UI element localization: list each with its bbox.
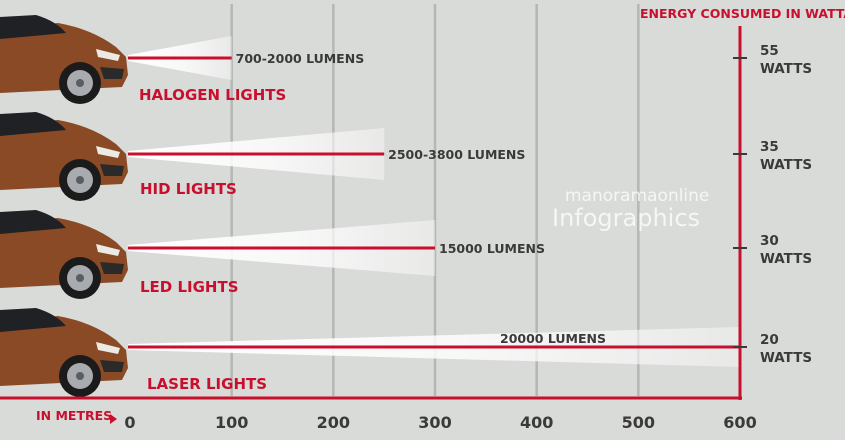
watermark-line1: manoramaonline (565, 186, 709, 206)
x-tick-label-100: 100 (215, 413, 248, 432)
car-window (0, 308, 66, 332)
text-labels: 0 100 200 300 400 500 600 700-2000 LUMENS HALOGE… (124, 43, 812, 432)
wattage-unit-2: WATTS (760, 157, 812, 173)
x-tick-label-200: 200 (317, 413, 350, 432)
lumens-label-3: 15000 LUMENS (439, 241, 545, 256)
watermark-line2: Infographics (552, 204, 700, 232)
car-grille (100, 164, 124, 176)
car-2 (0, 112, 128, 201)
car-3 (0, 210, 128, 299)
wattage-unit-1: WATTS (760, 61, 812, 77)
watermark: manoramaonline Infographics (552, 186, 709, 232)
car-grille (100, 262, 124, 274)
car-window (0, 112, 66, 136)
cars (0, 15, 128, 397)
range-bars (0, 26, 747, 400)
car-grille (100, 67, 124, 79)
car-headlight (96, 146, 120, 158)
x-tick-label-0: 0 (124, 413, 135, 432)
wattage-unit-4: WATTS (760, 350, 812, 366)
right-axis-title: ENERGY CONSUMED IN WATTAGE (640, 6, 845, 21)
category-label-2: HID LIGHTS (140, 180, 237, 198)
car-headlight (96, 342, 120, 354)
wattage-value-3: 30 (760, 233, 779, 249)
category-label-1: HALOGEN LIGHTS (139, 86, 286, 104)
wattage-value-2: 35 (760, 139, 779, 155)
car-wheel-hub (76, 176, 84, 184)
category-label-4: LASER LIGHTS (147, 375, 267, 393)
car-1 (0, 15, 128, 104)
car-window (0, 210, 66, 234)
x-tick-label-500: 500 (622, 413, 655, 432)
x-axis-title: IN METRES (36, 408, 112, 423)
wattage-value-4: 20 (760, 332, 779, 348)
car-wheel-hub (76, 274, 84, 282)
car-wheel-hub (76, 372, 84, 380)
x-tick-label-300: 300 (418, 413, 451, 432)
lumens-label-1: 700-2000 LUMENS (236, 51, 365, 66)
x-tick-label-400: 400 (520, 413, 553, 432)
category-label-3: LED LIGHTS (140, 278, 239, 296)
grid-lines (230, 4, 640, 396)
car-grille (100, 360, 124, 372)
x-axis-title-arrow-icon (110, 414, 117, 424)
car-headlight (96, 244, 120, 256)
wattage-value-1: 55 (760, 43, 779, 59)
lumens-label-2: 2500-3800 LUMENS (388, 147, 525, 162)
lumens-label-4: 20000 LUMENS (500, 331, 606, 346)
x-tick-label-600: 600 (723, 413, 756, 432)
car-headlight (96, 49, 120, 61)
wattage-unit-3: WATTS (760, 251, 812, 267)
car-window (0, 15, 66, 39)
car-wheel-hub (76, 79, 84, 87)
car-4 (0, 308, 128, 397)
